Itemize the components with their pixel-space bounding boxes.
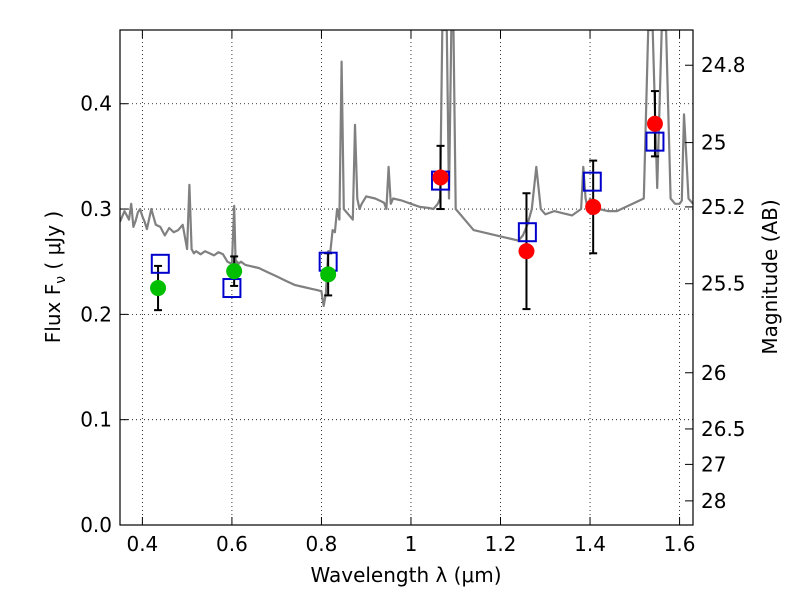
x-tick-label: 1.4 xyxy=(574,532,606,556)
y-tick-label: 0.4 xyxy=(80,92,112,116)
x-tick-label: 1.6 xyxy=(664,532,696,556)
red-data-point xyxy=(518,243,535,260)
y-axis-title-subscript: ν xyxy=(53,276,69,284)
red-data-point xyxy=(432,169,449,186)
model-square-point xyxy=(645,131,665,152)
y2-axis-title: Magnitude (AB) xyxy=(758,199,782,354)
y2-tick-label: 24.8 xyxy=(701,53,746,77)
x-tick-label: 1 xyxy=(405,532,418,556)
green-data-point xyxy=(320,266,337,283)
y-axis-title-unit: ( μJy ) xyxy=(41,211,65,276)
y2-tick-label: 26 xyxy=(701,361,726,385)
spectrum-layer xyxy=(120,30,693,307)
red-data-point xyxy=(585,198,602,215)
y-axis-title-main: Flux F xyxy=(41,284,65,343)
y2-tick-label: 27 xyxy=(701,452,726,476)
y2-tick-label: 26.5 xyxy=(701,417,746,441)
y2-tick-label: 25.2 xyxy=(701,195,746,219)
axis-ticks: 0.4 0.6 0.8 1 1.2 1.4 1.6 0.0 0.1 0.2 0.3 0.4 24.8 25… xyxy=(80,30,746,556)
x-tick-label: 0.4 xyxy=(126,532,158,556)
spectrum-line xyxy=(120,30,693,307)
green-data-point xyxy=(150,280,167,297)
y2-tick-label: 25 xyxy=(701,131,726,155)
y2-tick-label: 28 xyxy=(701,489,726,513)
x-axis-title: Wavelength λ (μm) xyxy=(310,563,501,587)
y2-tick-label: 25.5 xyxy=(701,272,746,296)
plot-background xyxy=(120,30,693,525)
grid-lines xyxy=(120,30,693,526)
model-square-point xyxy=(150,253,170,274)
y-tick-label: 0.0 xyxy=(80,513,112,537)
green-data-point xyxy=(226,263,243,280)
y-axis-title: Flux Fν ( μJy ) xyxy=(41,211,69,343)
y-tick-label: 0.2 xyxy=(80,302,112,326)
points-layer xyxy=(150,90,665,312)
red-data-point xyxy=(646,115,663,132)
x-tick-label: 0.6 xyxy=(216,532,248,556)
plot-frame xyxy=(119,29,694,526)
model-square-point xyxy=(222,278,242,299)
x-tick-label: 0.8 xyxy=(306,532,338,556)
x-tick-label: 1.2 xyxy=(485,532,517,556)
model-square-point xyxy=(582,171,602,192)
model-square-point xyxy=(517,222,537,243)
y-tick-label: 0.3 xyxy=(80,197,112,221)
y-tick-label: 0.1 xyxy=(80,408,112,432)
